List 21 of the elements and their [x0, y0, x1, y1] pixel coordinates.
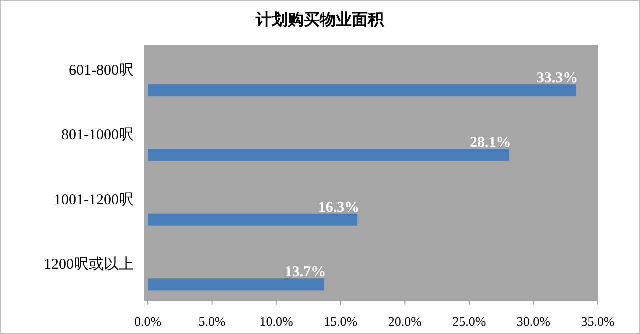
- x-tick-label: 10.0%: [260, 314, 294, 329]
- bar: [148, 278, 324, 291]
- x-tick-label: 5.0%: [198, 314, 226, 329]
- y-tick-label: 601-800呎: [69, 62, 134, 79]
- x-tick-label: 0.0%: [134, 314, 162, 329]
- x-tick-label: 15.0%: [324, 314, 358, 329]
- x-tick-label: 30.0%: [516, 314, 551, 329]
- data-label: 13.7%: [284, 264, 326, 281]
- x-tick-label: 25.0%: [452, 314, 486, 329]
- chart-title: 计划购买物业面积: [255, 11, 385, 29]
- bar: [148, 84, 576, 96]
- x-tick-label: 35.0%: [581, 314, 615, 329]
- data-label: 28.1%: [470, 135, 512, 152]
- bar: [148, 149, 510, 162]
- y-tick-label: 801-1000呎: [62, 128, 134, 144]
- x-tick-label: 20.0%: [388, 314, 422, 329]
- y-tick-label: 1200呎或以上: [44, 256, 134, 274]
- y-tick-label: 1001-1200呎: [54, 192, 134, 208]
- bar: [148, 214, 358, 226]
- data-label: 16.3%: [318, 200, 360, 216]
- data-label: 33.3%: [536, 70, 578, 86]
